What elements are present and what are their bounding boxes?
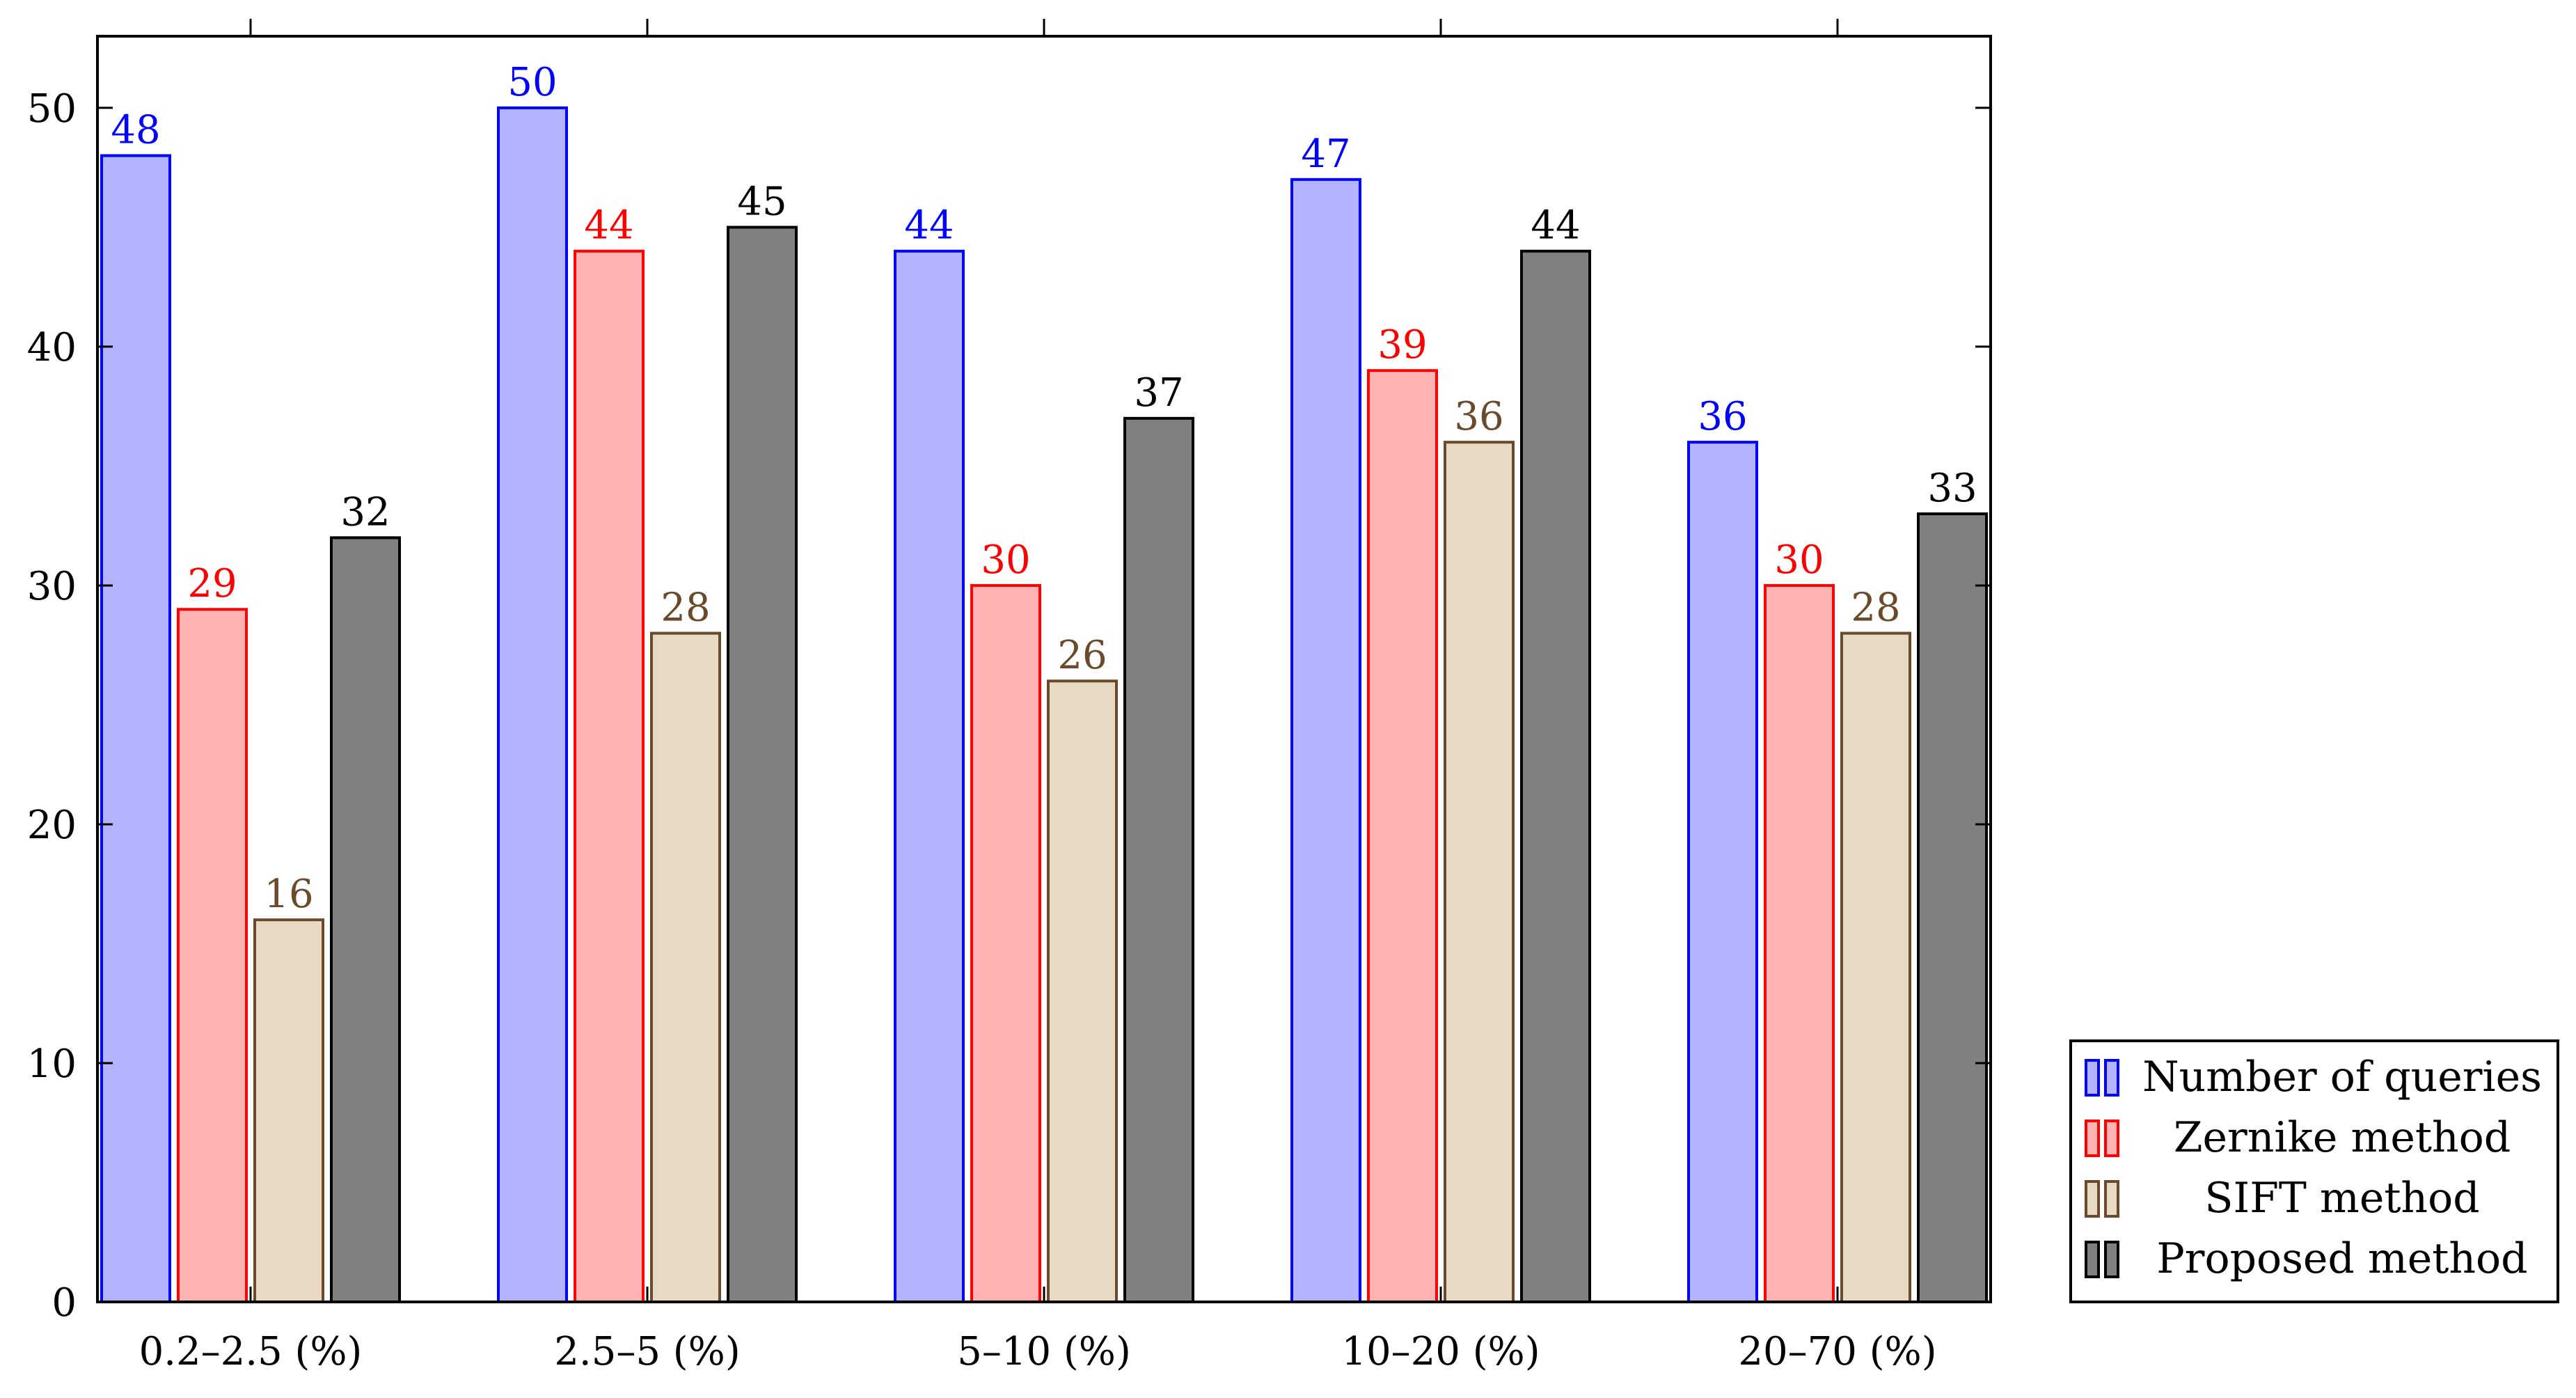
bar-zernike-method-4 (1764, 583, 1835, 1304)
legend-label-zernike-method: Zernike method (2174, 1113, 2511, 1162)
legend-swatch-number-of-queries (2085, 1059, 2100, 1097)
bar-zernike-method-3 (1367, 369, 1438, 1303)
bar-number-of-queries-4 (1687, 441, 1758, 1303)
legend-swatch2-proposed-method (2104, 1241, 2119, 1278)
legend-box (2069, 1039, 2559, 1303)
data-label: 45 (737, 179, 787, 224)
bar-sift-method-0 (253, 918, 324, 1303)
bar-zernike-method-0 (177, 608, 248, 1303)
data-label: 50 (507, 60, 557, 105)
data-label: 26 (1057, 633, 1107, 678)
legend-swatch-sift-method (2085, 1180, 2100, 1218)
data-label: 33 (1927, 466, 1977, 511)
y-tick-label: 20 (27, 803, 77, 848)
legend-swatch-proposed-method (2085, 1241, 2100, 1278)
bar-number-of-queries-1 (497, 106, 568, 1304)
data-label: 29 (187, 561, 237, 606)
bar-proposed-method-4 (1917, 512, 1988, 1303)
legend-swatch2-zernike-method (2104, 1120, 2119, 1157)
x-tick-label: 10–20 (%) (1341, 1329, 1540, 1374)
x-tick-label: 2.5–5 (%) (554, 1329, 740, 1374)
bar-zernike-method-2 (970, 583, 1041, 1304)
bar-sift-method-1 (650, 631, 721, 1303)
data-label: 30 (981, 537, 1030, 583)
bar-sift-method-3 (1444, 441, 1515, 1303)
data-label: 16 (264, 872, 313, 917)
data-label: 30 (1774, 537, 1824, 583)
bar-proposed-method-1 (727, 226, 798, 1304)
bar-number-of-queries-0 (100, 154, 171, 1304)
legend-swatch2-sift-method (2104, 1180, 2119, 1218)
y-tick-label: 30 (27, 564, 77, 609)
x-tick-label: 20–70 (%) (1738, 1329, 1936, 1374)
bar-sift-method-2 (1047, 680, 1118, 1303)
legend: Number of queries Zernike method SIFT meth… (2069, 1039, 2559, 1303)
legend-label-proposed-method: Proposed method (2156, 1234, 2527, 1283)
bar-proposed-method-2 (1123, 416, 1194, 1303)
data-label: 28 (1851, 586, 1900, 631)
data-label: 28 (661, 586, 710, 631)
data-label: 36 (1698, 394, 1747, 439)
bar-sift-method-4 (1840, 631, 1911, 1303)
x-tick-label: 0.2–2.5 (%) (139, 1329, 363, 1374)
y-tick-label: 40 (27, 325, 77, 370)
data-label: 44 (584, 203, 633, 249)
data-label: 44 (904, 203, 954, 249)
bar-proposed-method-3 (1520, 249, 1591, 1303)
data-labels-layer: 48 29 16 32 50 44 28 45 44 30 26 37 47 39 36 44 36 30 28 33 (111, 60, 1977, 917)
data-label: 36 (1454, 394, 1503, 439)
data-label: 32 (340, 489, 390, 535)
legend-swatch2-number-of-queries (2104, 1059, 2119, 1097)
data-label: 39 (1377, 322, 1427, 368)
axes-layer: 0 10 20 30 40 50 0.2–2.5 (%) 2.5–5 (%) 5–10 (%) 1… (27, 19, 1992, 1374)
bars-layer (100, 106, 1988, 1304)
bar-number-of-queries-2 (894, 249, 965, 1303)
y-tick-label: 10 (27, 1042, 77, 1087)
data-label: 47 (1301, 132, 1350, 177)
data-label: 48 (111, 108, 160, 153)
bar-zernike-method-1 (574, 249, 645, 1303)
data-label: 44 (1531, 203, 1580, 249)
legend-label-number-of-queries: Number of queries (2142, 1053, 2542, 1101)
x-tick-label: 5–10 (%) (957, 1329, 1131, 1374)
legend-label-sift-method: SIFT method (2204, 1174, 2479, 1223)
y-tick-label: 0 (52, 1280, 77, 1326)
bar-number-of-queries-3 (1290, 178, 1361, 1304)
bar-proposed-method-0 (330, 536, 401, 1303)
data-label: 37 (1134, 370, 1183, 416)
y-tick-label: 50 (27, 86, 77, 132)
legend-swatch-zernike-method (2085, 1120, 2100, 1157)
